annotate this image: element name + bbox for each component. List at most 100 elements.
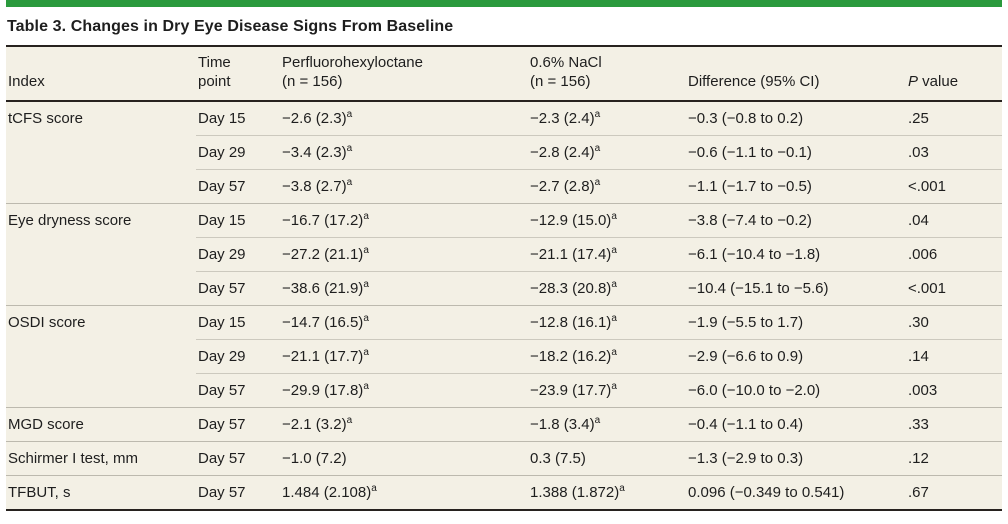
header-perfluorohexyloctane: Perfluorohexyloctane (n = 156)	[280, 47, 528, 102]
time-cell: Day 29	[196, 338, 280, 373]
pfh-cell: −38.6 (21.9)a	[280, 270, 528, 305]
header-nacl-line2: (n = 156)	[530, 72, 591, 90]
nacl-cell: −2.3 (2.4)a	[530, 108, 601, 127]
nacl-cell: −21.1 (17.4)a	[528, 236, 686, 271]
p-value-cell: .006	[906, 236, 1002, 271]
header-index: Index	[6, 47, 196, 102]
nacl-cell: −2.8 (2.4)a	[528, 134, 686, 169]
table-accent-bar	[6, 0, 1002, 7]
p-value-cell: .33	[906, 406, 1002, 441]
index-cell: Eye dryness score	[6, 202, 196, 237]
difference-cell: −0.6 (−1.1 to −0.1)	[686, 134, 906, 169]
difference-cell: −1.1 (−1.7 to −0.5)	[686, 168, 906, 203]
header-row: Index Time point Perfluorohexyloctane (n…	[6, 47, 1002, 102]
table-row: Eye dryness score Day 15 −16.7 (17.2)a −…	[6, 202, 1002, 237]
header-p-italic: P	[908, 72, 919, 90]
table-row: Day 29 −21.1 (17.7)a −18.2 (16.2)a −2.9 …	[6, 338, 1002, 373]
p-value-cell: .003	[906, 372, 1002, 407]
time-cell: Day 15	[196, 304, 280, 339]
pfh-cell: 1.484 (2.108)a	[280, 474, 528, 510]
p-value-cell: <.001	[906, 168, 1002, 203]
footnote-marker: a	[611, 312, 617, 324]
table-header: Index Time point Perfluorohexyloctane (n…	[6, 47, 1002, 102]
nacl-cell: −2.7 (2.8)a	[528, 168, 686, 203]
header-pfh-line2: (n = 156)	[282, 72, 343, 90]
table-row: Schirmer I test, mm Day 57 −1.0 (7.2) 0.…	[6, 440, 1002, 475]
nacl-cell: −28.3 (20.8)a	[528, 270, 686, 305]
p-value-cell: .30	[906, 304, 1002, 339]
difference-cell: −6.1 (−10.4 to −1.8)	[686, 236, 906, 271]
index-cell: Schirmer I test, mm	[6, 440, 196, 475]
table-row: TFBUT, s Day 57 1.484 (2.108)a 1.388 (1.…	[6, 474, 1002, 510]
footnote-marker: a	[346, 414, 353, 426]
pfh-cell: −21.1 (17.7)a	[280, 338, 528, 373]
table-row: Day 57 −29.9 (17.8)a −23.9 (17.7)a −6.0 …	[6, 372, 1002, 407]
p-value-cell: .03	[906, 134, 1002, 169]
p-value-cell: .67	[906, 474, 1002, 510]
time-cell: Day 15	[198, 109, 246, 127]
header-time-line1: Time	[198, 54, 231, 71]
table-row: Day 29 −27.2 (21.1)a −21.1 (17.4)a −6.1 …	[6, 236, 1002, 271]
footnote-marker: a	[594, 142, 601, 154]
footnote-marker: a	[611, 244, 617, 256]
difference-cell: 0.096 (−0.349 to 0.541)	[686, 474, 906, 510]
time-cell: Day 57	[196, 474, 280, 510]
footnote-marker: a	[363, 210, 369, 222]
table-row: Day 29 −3.4 (2.3)a −2.8 (2.4)a −0.6 (−1.…	[6, 134, 1002, 169]
index-cell: OSDI score	[6, 304, 196, 339]
header-nacl: 0.6% NaCl (n = 156)	[528, 47, 686, 102]
time-cell: Day 57	[196, 168, 280, 203]
difference-cell: −6.0 (−10.0 to −2.0)	[686, 372, 906, 407]
time-cell: Day 57	[196, 406, 280, 441]
footnote-marker: a	[346, 108, 353, 120]
pfh-cell: −1.0 (7.2)	[280, 440, 528, 475]
header-time-point: Time point	[196, 47, 280, 102]
difference-cell: −2.9 (−6.6 to 0.9)	[686, 338, 906, 373]
time-cell: Day 29	[196, 236, 280, 271]
header-p-value: P value	[906, 47, 1002, 102]
index-cell: MGD score	[6, 406, 196, 441]
pfh-cell: −14.7 (16.5)a	[280, 304, 528, 339]
nacl-cell: −12.9 (15.0)a	[528, 202, 686, 237]
pfh-cell: −2.1 (3.2)a	[280, 406, 528, 441]
header-p-rest: value	[918, 72, 959, 90]
index-cell	[6, 169, 196, 203]
footnote-marker: a	[611, 346, 617, 358]
header-nacl-line1: 0.6% NaCl	[530, 54, 602, 71]
time-cell: Day 57	[196, 270, 280, 305]
pfh-cell: −3.8 (2.7)a	[280, 168, 528, 203]
footnote-marker: a	[371, 482, 377, 494]
footnote-marker: a	[611, 278, 617, 290]
table-row: Day 57 −38.6 (21.9)a −28.3 (20.8)a −10.4…	[6, 270, 1002, 305]
footnote-marker: a	[363, 244, 369, 256]
difference-cell: −0.3 (−0.8 to 0.2)	[688, 109, 804, 127]
p-value-cell: .25	[908, 109, 929, 127]
header-difference: Difference (95% CI)	[686, 47, 906, 102]
difference-cell: −1.9 (−5.5 to 1.7)	[686, 304, 906, 339]
footnote-marker: a	[346, 142, 353, 154]
footnote-marker: a	[594, 414, 601, 426]
table-row: tCFS score Day 15 −2.6 (2.3)a −2.3 (2.4)…	[6, 101, 1002, 136]
index-cell	[6, 339, 196, 373]
difference-cell: −3.8 (−7.4 to −0.2)	[686, 202, 906, 237]
header-index-label: Index	[8, 72, 45, 90]
time-cell: Day 29	[196, 134, 280, 169]
index-cell: TFBUT, s	[6, 474, 196, 510]
index-cell: tCFS score	[8, 109, 84, 127]
footnote-marker: a	[611, 210, 617, 222]
time-cell: Day 57	[196, 372, 280, 407]
footnote-marker: a	[594, 108, 601, 120]
difference-cell: −1.3 (−2.9 to 0.3)	[686, 440, 906, 475]
footnote-marker: a	[611, 380, 617, 392]
header-time-line2: point	[198, 72, 231, 90]
pfh-cell: −2.6 (2.3)a	[282, 108, 353, 127]
header-pfh-line1: Perfluorohexyloctane	[282, 54, 423, 71]
p-value-cell: <.001	[906, 270, 1002, 305]
footnote-marker: a	[594, 176, 601, 188]
footnote-marker: a	[363, 346, 369, 358]
footnote-marker: a	[363, 312, 369, 324]
header-diff-label: Difference (95% CI)	[688, 72, 820, 90]
footnote-marker: a	[363, 380, 369, 392]
index-cell	[6, 373, 196, 407]
